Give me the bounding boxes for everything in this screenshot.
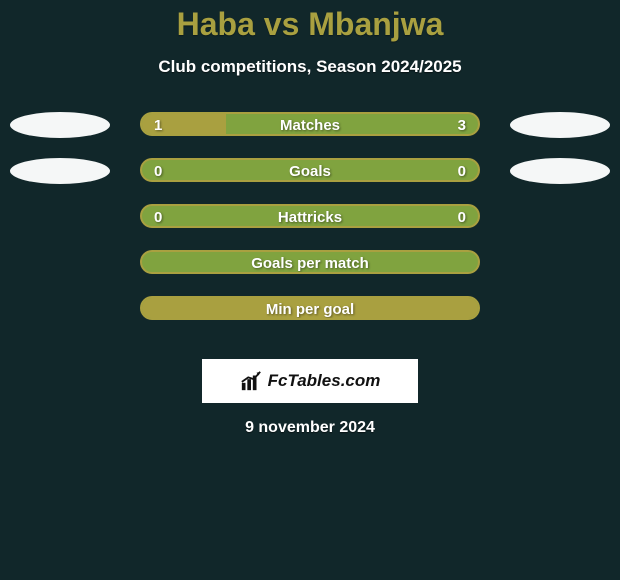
chart-icon bbox=[240, 370, 262, 392]
avatar-placeholder-left bbox=[10, 112, 110, 138]
stat-label: Matches bbox=[142, 114, 478, 136]
page-title: Haba vs Mbanjwa bbox=[0, 0, 620, 43]
stat-row-min-per-goal: Min per goal bbox=[0, 299, 620, 345]
title-player2: Mbanjwa bbox=[308, 6, 443, 42]
subtitle: Club competitions, Season 2024/2025 bbox=[0, 57, 620, 77]
stat-row-hattricks: 0 Hattricks 0 bbox=[0, 207, 620, 253]
watermark: FcTables.com bbox=[202, 359, 418, 403]
avatar-placeholder-right bbox=[510, 112, 610, 138]
avatar-placeholder-left bbox=[10, 158, 110, 184]
stat-bar: 0 Hattricks 0 bbox=[140, 204, 480, 228]
stat-row-matches: 1 Matches 3 bbox=[0, 115, 620, 161]
stat-row-goals: 0 Goals 0 bbox=[0, 161, 620, 207]
stat-value-right: 0 bbox=[458, 206, 466, 228]
date-text: 9 november 2024 bbox=[0, 419, 620, 437]
stat-bar: Min per goal bbox=[140, 296, 480, 320]
title-player1: Haba bbox=[177, 6, 255, 42]
stat-label: Goals per match bbox=[142, 252, 478, 274]
stat-label: Hattricks bbox=[142, 206, 478, 228]
page-root: Haba vs Mbanjwa Club competitions, Seaso… bbox=[0, 0, 620, 580]
stat-bar: 1 Matches 3 bbox=[140, 112, 480, 136]
stat-label: Goals bbox=[142, 160, 478, 182]
stat-bar: 0 Goals 0 bbox=[140, 158, 480, 182]
stat-row-goals-per-match: Goals per match bbox=[0, 253, 620, 299]
stat-value-right: 3 bbox=[458, 114, 466, 136]
watermark-text: FcTables.com bbox=[268, 371, 381, 391]
stat-label: Min per goal bbox=[142, 298, 478, 320]
stat-bar: Goals per match bbox=[140, 250, 480, 274]
title-vs: vs bbox=[255, 6, 308, 42]
stat-value-right: 0 bbox=[458, 160, 466, 182]
avatar-placeholder-right bbox=[510, 158, 610, 184]
stats-section: 1 Matches 3 0 Goals 0 0 Hattricks 0 bbox=[0, 115, 620, 345]
